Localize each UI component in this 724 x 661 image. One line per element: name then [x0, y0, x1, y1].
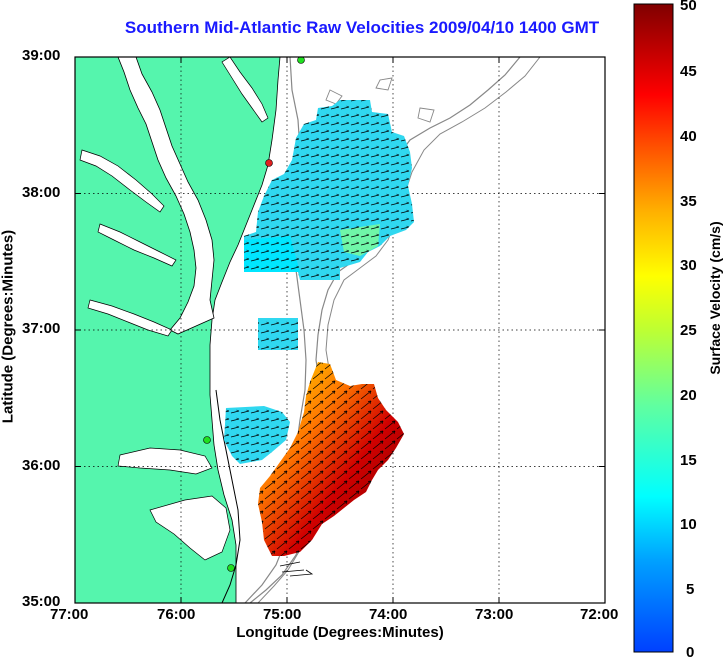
colorbar-tick-label: 40	[680, 128, 697, 145]
colorbar-tick-label: 10	[680, 516, 697, 533]
x-tick-label: 75:00	[263, 606, 302, 623]
y-tick-label: 39:00	[22, 47, 61, 64]
middle-arrows	[258, 318, 298, 350]
x-tick-label: 76:00	[157, 606, 196, 623]
rappahannock-river	[97, 223, 177, 267]
colorbar-tick-label: 20	[680, 387, 697, 404]
radar-station-marker	[203, 436, 211, 444]
colorbar-tick-label: 15	[680, 452, 697, 469]
stray-vectors	[279, 561, 314, 577]
map-title: Southern Mid-Atlantic Raw Velocities 200…	[124, 18, 600, 37]
axis-ticks	[74, 57, 606, 603]
potomac-river	[79, 149, 165, 213]
x-axis-title: Longitude (Degrees:Minutes)	[236, 624, 444, 641]
y-tick-label: 35:00	[22, 593, 61, 610]
north-velocity-field	[244, 100, 414, 280]
colorbar-tick-label: 45	[680, 63, 697, 80]
y-tick-label: 38:00	[22, 184, 61, 201]
south-arrows	[258, 362, 404, 556]
x-tick-label: 74:00	[369, 606, 408, 623]
pamlico-sound	[149, 495, 231, 561]
delaware-bay	[221, 57, 269, 123]
radar-station-marker	[227, 564, 235, 572]
y-tick-label: 36:00	[22, 457, 61, 474]
colorbar-tick-label: 25	[680, 322, 697, 339]
colorbar-tick-label: 0	[686, 644, 695, 661]
outer-banks	[215, 389, 241, 603]
north-arrows	[244, 100, 414, 280]
south-west-arrows	[224, 406, 290, 464]
colorbar-tick-label: 5	[686, 581, 695, 598]
colorbar-tick-label: 50	[680, 0, 697, 14]
map-plot-area	[75, 57, 605, 603]
x-tick-label: 73:00	[475, 606, 514, 623]
x-tick-label: 72:00	[580, 606, 619, 623]
y-tick-label: 37:00	[22, 320, 61, 337]
colorbar-tick-label: 35	[680, 193, 697, 210]
x-tick-label: 77:00	[50, 606, 89, 623]
chesapeake-bay	[117, 57, 215, 335]
colorbar	[633, 3, 674, 653]
colorbar-title: Surface Velocity (cm/s)	[707, 221, 723, 375]
james-river	[87, 299, 173, 337]
south-velocity-field	[224, 362, 404, 577]
radar-station-marker	[297, 57, 305, 64]
albemarle-sound	[117, 447, 213, 475]
colorbar-tick-label: 30	[680, 257, 697, 274]
y-axis-title: Latitude (Degrees:Minutes)	[0, 229, 17, 424]
colorbar-gradient	[633, 3, 674, 653]
middle-velocity-field	[258, 318, 298, 350]
radar-station-marker	[265, 159, 273, 167]
